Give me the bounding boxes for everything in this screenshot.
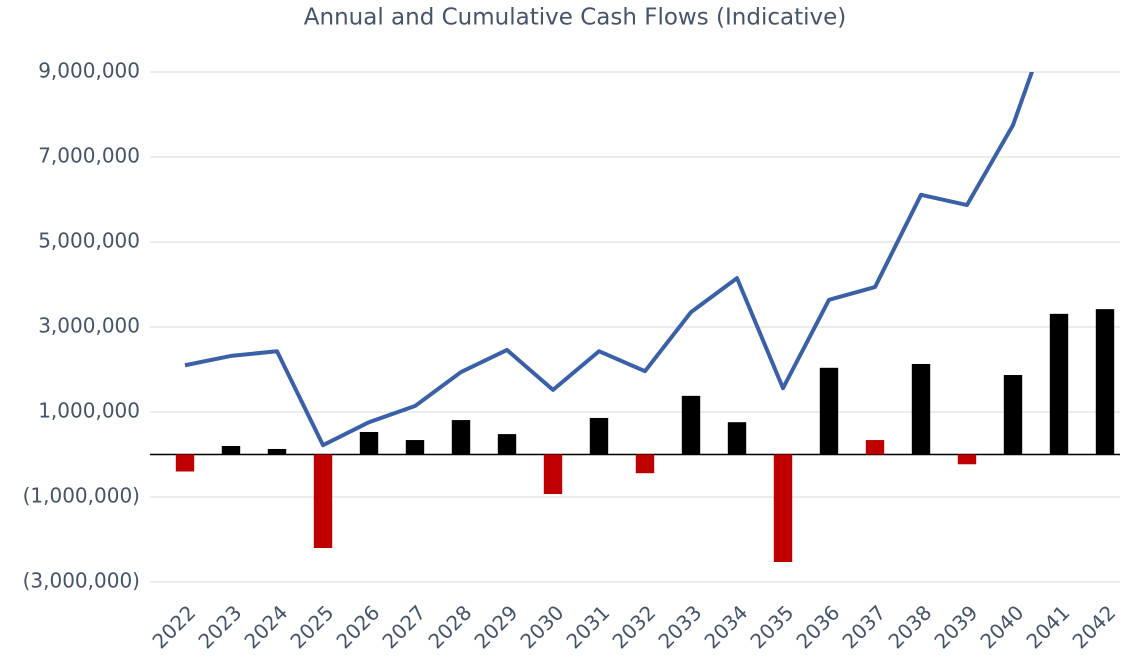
bar: [819, 367, 839, 455]
x-tick-label: 2022: [147, 600, 200, 653]
x-tick-label: 2029: [469, 600, 522, 653]
x-tick-label: 2026: [331, 600, 384, 653]
x-tick-label: 2030: [515, 600, 568, 653]
bar: [359, 431, 379, 455]
x-tick-label: 2028: [423, 600, 476, 653]
bar: [911, 363, 931, 455]
bar: [1003, 375, 1023, 455]
y-tick-label: (3,000,000): [23, 569, 140, 593]
bar: [313, 454, 333, 548]
bars: [175, 309, 1115, 563]
bar: [451, 420, 471, 455]
x-tick-label: 2032: [607, 600, 660, 653]
x-tick-label: 2034: [699, 600, 752, 653]
y-tick-label: (1,000,000): [23, 484, 140, 508]
y-tick-label: 3,000,000: [38, 314, 140, 338]
x-tick-label: 2027: [377, 600, 430, 653]
x-tick-label: 2040: [975, 600, 1028, 653]
bar: [1049, 313, 1069, 455]
bar: [957, 454, 977, 465]
grid: [150, 71, 1120, 583]
y-tick-label: 1,000,000: [38, 399, 140, 423]
bar: [589, 417, 609, 455]
bar: [497, 434, 517, 455]
bar: [727, 422, 747, 455]
labels: (3,000,000) (1,000,000) 1,000,000 3,000,000…: [23, 59, 1121, 654]
x-tick-label: 2024: [239, 600, 292, 653]
y-tick-label: 5,000,000: [38, 229, 140, 253]
x-tick-label: 2039: [929, 600, 982, 653]
x-tick-label: 2023: [193, 600, 246, 653]
bar: [773, 454, 793, 563]
line: [184, 72, 1034, 448]
y-tick-label: 7,000,000: [38, 144, 140, 168]
bar: [681, 395, 701, 455]
x-tick-label: 2038: [883, 600, 936, 653]
x-tick-label: 2035: [745, 600, 798, 653]
x-tick-label: 2037: [837, 600, 890, 653]
x-tick-label: 2042: [1067, 600, 1120, 653]
x-tick-label: 2041: [1021, 600, 1074, 653]
bar: [635, 454, 655, 474]
y-tick-label: 9,000,000: [38, 59, 140, 83]
bar: [543, 454, 563, 495]
bar: [865, 440, 885, 455]
bar: [221, 446, 241, 455]
x-tick-label: 2025: [285, 600, 338, 653]
x-tick-label: 2036: [791, 600, 844, 653]
x-tick-label: 2031: [561, 600, 614, 653]
bar: [175, 454, 195, 472]
bar: [1095, 309, 1115, 455]
bar: [405, 440, 425, 455]
bar: [267, 448, 287, 455]
lines: [184, 72, 1034, 448]
x-tick-label: 2033: [653, 600, 706, 653]
chart-title: Annual and Cumulative Cash Flows (Indica…: [304, 5, 846, 31]
